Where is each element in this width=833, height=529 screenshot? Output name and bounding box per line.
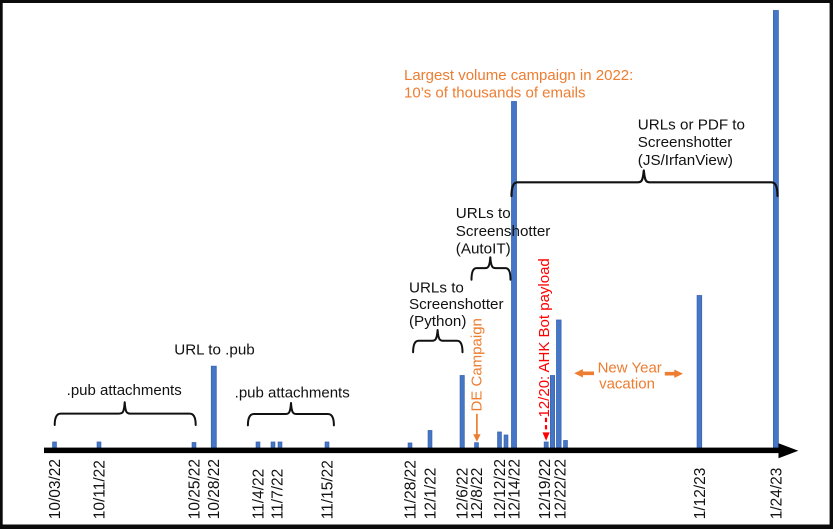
svg-text:10’s of thousands of emails: 10’s of thousands of emails	[404, 85, 586, 102]
svg-text:12/19/22: 12/19/22	[537, 459, 554, 519]
svg-text:Screenshotter: Screenshotter	[638, 134, 733, 151]
svg-text:(Python): (Python)	[409, 313, 466, 330]
svg-text:12/20: AHK Bot payload: 12/20: AHK Bot payload	[536, 258, 553, 417]
svg-text:Screenshotter: Screenshotter	[409, 296, 504, 313]
svg-text:12/14/22: 12/14/22	[507, 459, 524, 519]
svg-text:11/28/22: 11/28/22	[403, 460, 420, 519]
svg-text:.pub attachments: .pub attachments	[67, 382, 182, 399]
svg-text:12/22/22: 12/22/22	[553, 459, 570, 519]
svg-text:URL to .pub: URL to .pub	[174, 342, 254, 359]
svg-text:10/28/22: 10/28/22	[206, 459, 223, 519]
svg-text:11/7/22: 11/7/22	[270, 469, 287, 520]
svg-text:12/12/22: 12/12/22	[492, 459, 509, 519]
svg-text:URLs to: URLs to	[456, 205, 511, 222]
svg-text:Screenshotter: Screenshotter	[456, 223, 551, 240]
svg-text:vacation: vacation	[599, 376, 655, 393]
svg-text:.pub attachments: .pub attachments	[235, 384, 350, 401]
svg-text:12/1/22: 12/1/22	[423, 468, 440, 520]
svg-text:URLs to: URLs to	[409, 279, 464, 296]
svg-text:DE Campaign: DE Campaign	[468, 318, 485, 411]
svg-text:12/8/22: 12/8/22	[469, 468, 486, 520]
svg-text:New Year: New Year	[598, 359, 662, 376]
svg-text:11/15/22: 11/15/22	[320, 460, 337, 519]
svg-text:10/03/22: 10/03/22	[47, 459, 64, 519]
svg-text:11/4/22: 11/4/22	[251, 469, 268, 520]
svg-text:(AutoIT): (AutoIT)	[456, 241, 511, 258]
svg-text:URLs or PDF to: URLs or PDF to	[638, 117, 745, 134]
svg-text:1/12/23: 1/12/23	[692, 468, 709, 520]
svg-text:1/24/23: 1/24/23	[769, 468, 786, 520]
svg-text:Largest volume campaign in 202: Largest volume campaign in 2022:	[404, 67, 633, 84]
svg-text:(JS/IrfanView): (JS/IrfanView)	[638, 152, 733, 169]
svg-text:10/25/22: 10/25/22	[187, 459, 204, 519]
svg-text:10/11/22: 10/11/22	[92, 460, 109, 519]
svg-text:12/6/22: 12/6/22	[455, 468, 472, 520]
